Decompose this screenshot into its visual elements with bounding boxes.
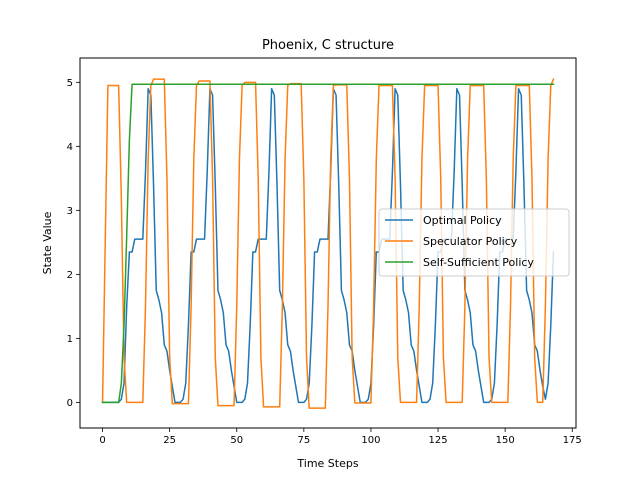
series-line-0 (101, 87, 555, 404)
y-tick-label: 4 (67, 142, 73, 153)
y-axis-ticks: 0 1 2 3 4 5 (67, 78, 80, 409)
legend-box (378, 208, 570, 277)
axes-frame (79, 57, 577, 429)
plot-area: 0 25 50 75 100 125 150 175 0 1 2 3 4 5 (67, 57, 582, 446)
y-axis-label: State Value (41, 211, 54, 274)
x-tick-label: 100 (361, 435, 380, 446)
legend-label-0: Optimal Policy (423, 214, 502, 227)
x-tick-label: 0 (99, 435, 105, 446)
series-line-2 (101, 83, 555, 404)
x-tick-label: 150 (496, 435, 515, 446)
x-axis-ticks: 0 25 50 75 100 125 150 175 (99, 428, 582, 446)
legend: Optimal Policy Speculator Policy Self-Suff… (378, 208, 570, 277)
y-tick-label: 2 (67, 270, 73, 281)
x-axis-label: Time Steps (296, 457, 358, 470)
x-tick-label: 125 (428, 435, 447, 446)
y-tick-label: 0 (67, 398, 73, 409)
legend-label-1: Speculator Policy (423, 235, 518, 248)
x-tick-label: 175 (563, 435, 582, 446)
x-tick-label: 25 (163, 435, 176, 446)
series-line-1 (101, 78, 555, 409)
legend-items: Optimal Policy Speculator Policy Self-Suff… (385, 214, 534, 269)
series-group (101, 78, 555, 409)
chart-title: Phoenix, C structure (262, 38, 394, 53)
y-tick-label: 5 (67, 78, 73, 89)
x-tick-label: 75 (297, 435, 310, 446)
legend-label-2: Self-Sufficient Policy (423, 256, 534, 269)
y-tick-label: 1 (67, 334, 73, 345)
x-tick-label: 50 (230, 435, 243, 446)
y-tick-label: 3 (67, 206, 73, 217)
